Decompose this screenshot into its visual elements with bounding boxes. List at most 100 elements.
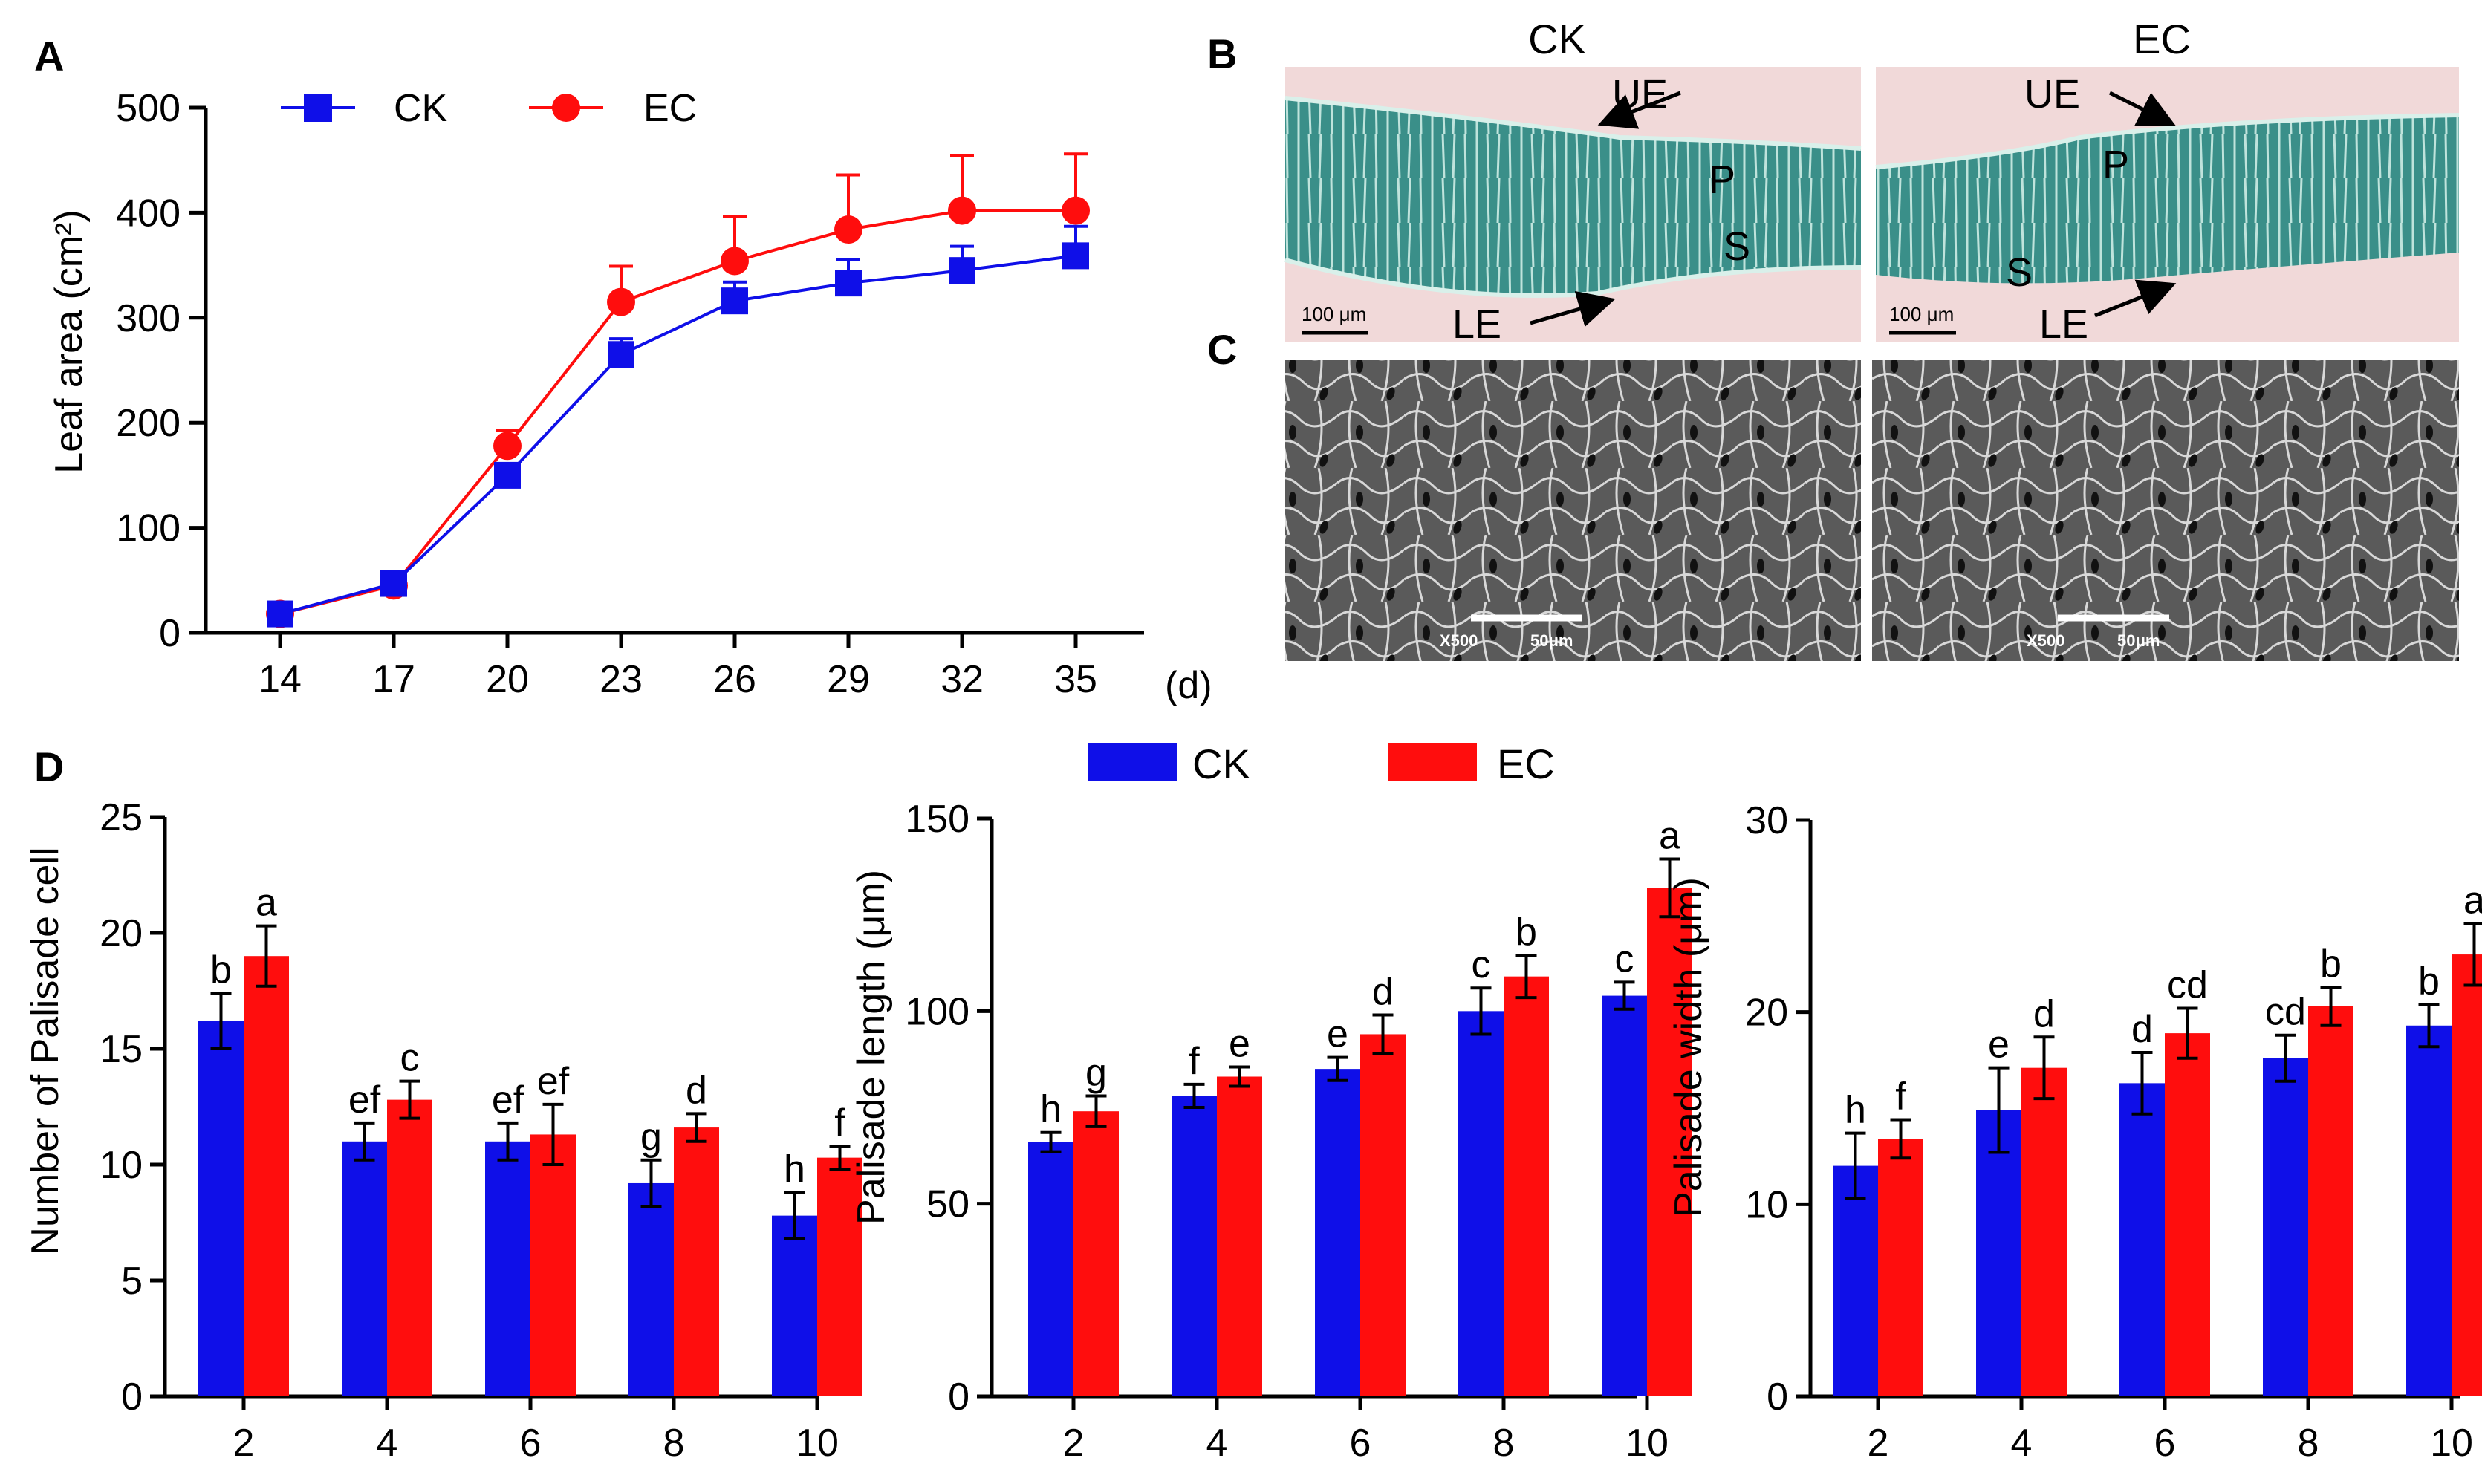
bar-ec <box>1073 1111 1119 1396</box>
leaf-area-y-tick-label: 400 <box>116 192 181 235</box>
ck-palisade-label: P <box>1709 157 1735 202</box>
bar-legend: CK EC <box>1088 741 1555 787</box>
ck-section-scale-label: 100 μm <box>1302 303 1366 325</box>
significance-letter-ec: cd <box>2167 963 2208 1006</box>
palisade-length-m-x-tick-label: 4 <box>1206 1422 1228 1465</box>
number-of-palisade-cell-y-tick-label: 20 <box>100 912 143 955</box>
leaf-area-x-tick-label: 35 <box>1054 658 1097 701</box>
significance-letter-ec: d <box>2033 992 2055 1035</box>
significance-letter-ec: f <box>834 1101 845 1145</box>
bar-ec <box>1217 1076 1262 1396</box>
ec-sem-scale-label: 50μm <box>2117 631 2160 650</box>
palisade-length-m-x-tick-label: 10 <box>1625 1422 1669 1465</box>
significance-letter-ec: b <box>1515 911 1537 954</box>
significance-letter-ck: cd <box>2265 991 2306 1034</box>
number-of-palisade-cell-y-tick-label: 5 <box>121 1260 143 1303</box>
palisade-width-m-x-tick-label: 6 <box>2154 1422 2176 1465</box>
significance-letter-ck: b <box>210 948 232 992</box>
point-ck <box>949 257 975 284</box>
ec-lower-epidermis-label: LE <box>2039 302 2088 347</box>
palisade-length-m-x-tick-label: 6 <box>1350 1422 1371 1465</box>
significance-letter-ck: ef <box>492 1078 524 1122</box>
leaf-area-x-tick-label: 26 <box>713 658 756 701</box>
point-ec <box>607 287 635 316</box>
palisade-width-m-x-tick-label: 2 <box>1868 1422 1889 1465</box>
panel-label-b: B <box>1207 30 1237 77</box>
number-of-palisade-cell-x-tick-label: 10 <box>796 1422 839 1465</box>
significance-letter-ck: ef <box>348 1078 381 1122</box>
ec-leaf-section-image <box>1875 67 2460 342</box>
leaf-area-x-tick-label: 17 <box>372 658 415 701</box>
leaf-area-marks: 0 100 200 300 400 500 14 17 20 23 26 29 32 35 <box>116 87 1144 701</box>
bar-ec <box>2021 1067 2067 1396</box>
point-ck <box>608 341 634 368</box>
significance-letter-ck: h <box>1040 1088 1062 1131</box>
number-of-palisade-cell-x-tick-label: 8 <box>663 1422 685 1465</box>
number-of-palisade-cell-y-tick-label: 10 <box>100 1144 143 1187</box>
palisade-width-m-y-tick-label: 10 <box>1745 1183 1788 1226</box>
bar-ck <box>1602 995 1647 1396</box>
palisade-width-y-label: Palisade width (μm) <box>1667 877 1710 1217</box>
point-ec <box>948 196 976 225</box>
bar-ec <box>817 1157 862 1396</box>
panel-label-c: C <box>1207 326 1237 373</box>
line-ck <box>279 254 1076 616</box>
leaf-area-x-tick-label: 14 <box>259 658 302 701</box>
bar-legend-ck-label: CK <box>1192 741 1250 787</box>
leaf-area-line-chart: 0 100 200 300 400 500 14 17 20 23 26 29 32 35 CK EC (… <box>48 87 1212 707</box>
significance-letter-ec: f <box>1895 1075 1906 1119</box>
bar-ec <box>2452 954 2482 1396</box>
number-of-palisade-cell-y-tick-label: 25 <box>100 796 143 839</box>
significance-letter-ec: a <box>1659 814 1680 857</box>
palisade-number-y-label: Number of Palisade cell <box>24 847 67 1254</box>
number-of-palisade-cell-x-tick-label: 2 <box>233 1422 255 1465</box>
bar-ec <box>1360 1034 1406 1396</box>
significance-letter-ck: f <box>1189 1040 1200 1083</box>
palisade-length-m-y-tick-label: 0 <box>948 1376 969 1419</box>
significance-letter-ec: g <box>1085 1051 1107 1094</box>
bar-ec <box>1878 1139 1923 1396</box>
palisade-length-m-x-tick-label: 8 <box>1493 1422 1515 1465</box>
significance-letter-ec: b <box>2320 943 2342 986</box>
bar-ec <box>244 956 289 1396</box>
bar-ec <box>2308 1006 2353 1396</box>
palisade-width-m-x-tick-label: 10 <box>2430 1422 2473 1465</box>
ec-upper-epidermis-label: UE <box>2024 72 2080 117</box>
number-of-palisade-cell-y-tick-label: 15 <box>100 1028 143 1071</box>
palisade-width-m-x-tick-label: 4 <box>2011 1422 2033 1465</box>
leaf-area-x-tick-label: 32 <box>941 658 984 701</box>
bar-ec <box>2165 1033 2210 1396</box>
ec-column-title: EC <box>2133 16 2191 62</box>
ec-sem-magnification: X500 <box>2027 631 2064 650</box>
significance-letter-ck: c <box>1615 937 1634 980</box>
leaf-area-y-label: Leaf area (cm²) <box>48 209 91 473</box>
leaf-area-y-tick-label: 300 <box>116 297 181 340</box>
ck-le-arrow <box>1530 290 1616 328</box>
bar-ec <box>1647 888 1692 1396</box>
palisade-length-y-label: Palisade length (μm) <box>850 870 893 1225</box>
ck-lower-epidermis-label: LE <box>1452 302 1501 347</box>
ck-leaf-section-image <box>1284 67 1862 342</box>
palisade-length-m-y-tick-label: 100 <box>905 990 969 1033</box>
leaf-area-x-tick-label: 29 <box>827 658 870 701</box>
bar-ck <box>1458 1011 1504 1396</box>
legend-ck-label: CK <box>394 87 448 130</box>
significance-letter-ck: e <box>1988 1023 2010 1067</box>
bar-ck <box>1976 1110 2021 1396</box>
bar-ck <box>628 1182 674 1396</box>
bar-ck <box>772 1215 817 1396</box>
legend-ec-label: EC <box>643 87 697 130</box>
number-of-palisade-cell-x-tick-label: 4 <box>377 1422 398 1465</box>
significance-letter-ck: g <box>640 1116 662 1159</box>
bar-legend-ck-swatch <box>1088 743 1177 781</box>
bar-ck <box>1833 1165 1878 1396</box>
ck-sem-scale-label: 50μm <box>1530 631 1573 650</box>
ec-le-arrow <box>2094 279 2177 318</box>
point-ck <box>380 570 407 597</box>
ck-sem-magnification: X500 <box>1440 631 1478 650</box>
bar-ec <box>1504 976 1549 1396</box>
point-ck <box>835 270 862 297</box>
leaf-area-y-tick-label: 100 <box>116 507 181 550</box>
